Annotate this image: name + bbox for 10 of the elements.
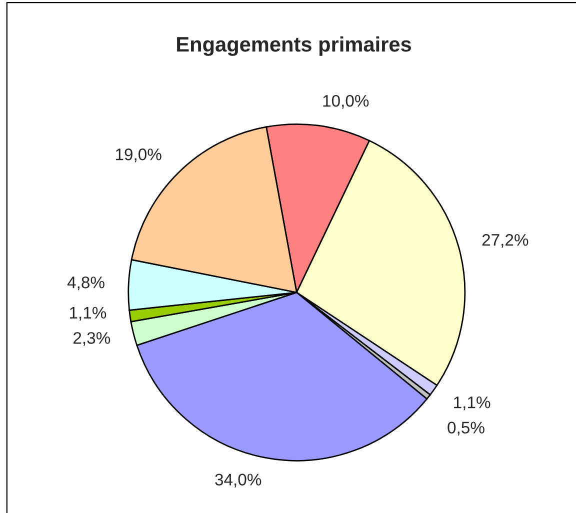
data-label: 19,0%: [116, 148, 162, 162]
data-label: 4,8%: [67, 276, 104, 290]
data-label: 2,3%: [74, 332, 110, 346]
data-label: 10,0%: [323, 94, 369, 109]
data-label: 27,2%: [482, 234, 528, 248]
data-label: 1,1%: [454, 396, 490, 410]
data-label: 1,1%: [70, 306, 106, 321]
data-label: 0,5%: [448, 422, 484, 436]
data-label: 34,0%: [215, 474, 262, 488]
chart-title: Engagements primaires: [177, 36, 412, 56]
